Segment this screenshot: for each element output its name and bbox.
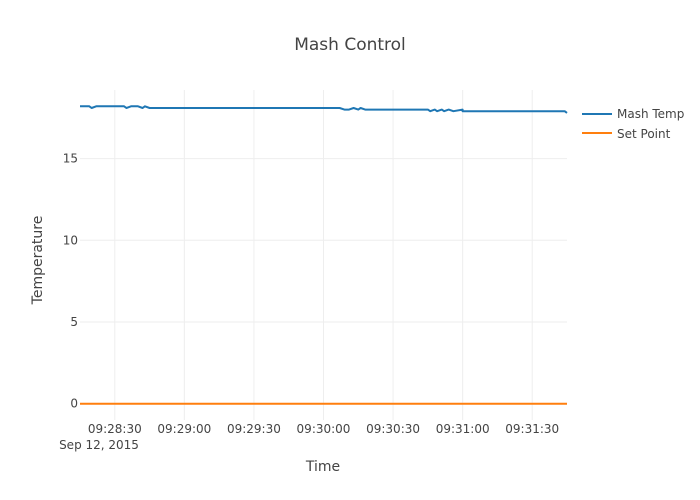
legend: Mash Temp Set Point [582,107,684,141]
tick-labels: 09:28:30 09:29:00 09:29:30 09:30:00 09:30:30… [63,152,559,436]
x-date-label: Sep 12, 2015 [59,438,139,452]
y-tick-label: 10 [63,233,78,247]
legend-label-mash-temp: Mash Temp [617,107,684,121]
x-tick-label: 09:29:30 [227,422,281,436]
x-tick-label: 09:31:00 [436,422,490,436]
legend-label-set-point: Set Point [617,127,671,141]
plot-area [80,105,568,405]
chart-title: Mash Control [294,35,406,55]
x-tick-label: 09:30:00 [297,422,351,436]
x-axis-title: Time [305,459,340,475]
y-tick-label: 15 [63,152,78,166]
y-axis-title: Temperature [30,216,46,306]
y-tick-label: 5 [70,315,78,329]
x-tick-label: 09:31:30 [505,422,559,436]
x-tick-label: 09:29:00 [157,422,211,436]
y-tick-label: 0 [70,397,78,411]
x-tick-label: 09:30:30 [366,422,420,436]
x-tick-label: 09:28:30 [88,422,142,436]
series-line-mash-temp [80,105,568,114]
